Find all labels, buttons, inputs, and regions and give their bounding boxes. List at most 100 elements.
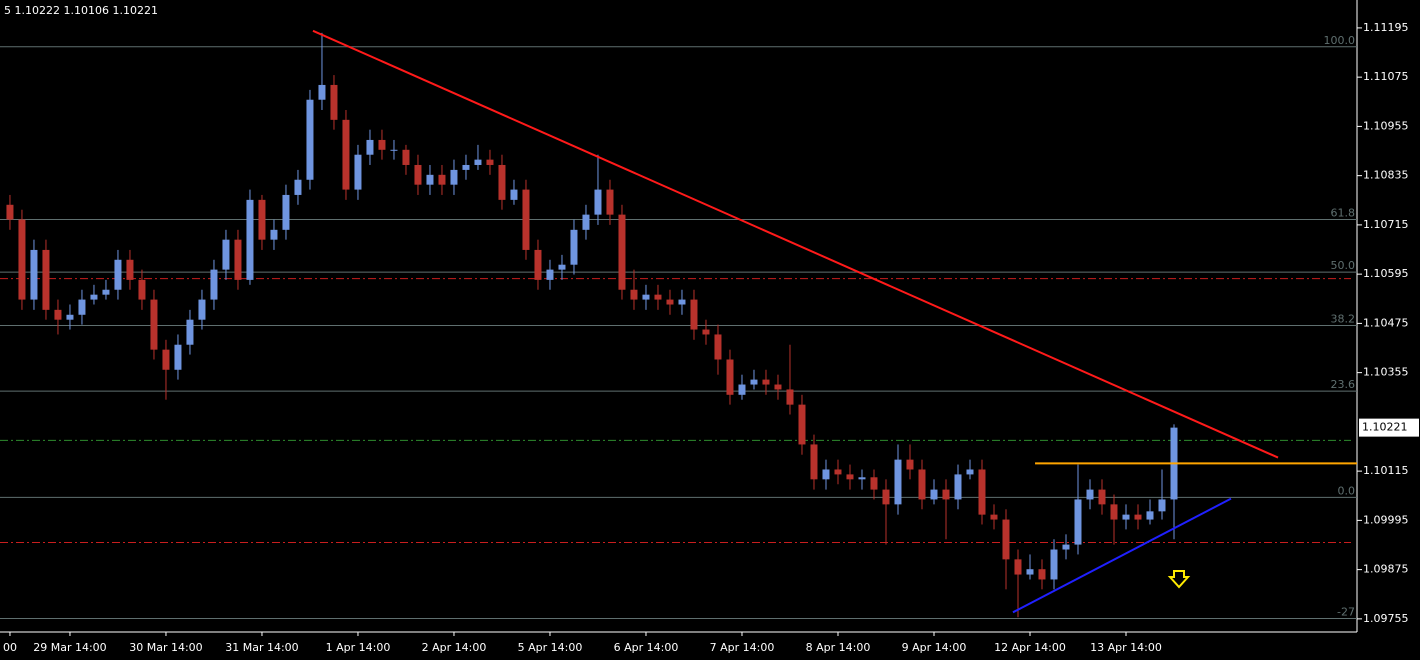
candle-body <box>390 149 398 151</box>
candle-body <box>174 344 182 370</box>
candle-body <box>810 444 818 480</box>
candle-body <box>66 314 74 320</box>
candle-body <box>78 299 86 315</box>
y-tick-label: 1.10355 <box>1363 366 1409 379</box>
candle-body <box>1074 499 1082 545</box>
candle-body <box>906 459 914 470</box>
fib-label: 0.0 <box>1338 484 1356 497</box>
candle-body <box>570 229 578 265</box>
candle-body <box>162 349 170 370</box>
candle-body <box>630 289 638 300</box>
candle-body <box>474 159 482 165</box>
y-tick-label: 1.10475 <box>1363 316 1409 329</box>
candle-body <box>258 199 266 240</box>
candle-body <box>198 299 206 320</box>
candle-body <box>6 204 14 220</box>
candle-body <box>738 384 746 395</box>
candle-body <box>366 139 374 155</box>
x-tick-label: 31 Mar 14:00 <box>225 641 298 654</box>
candle-body <box>1122 514 1130 520</box>
candle-body <box>966 469 974 475</box>
candle-body <box>318 84 326 100</box>
candle-body <box>222 239 230 270</box>
candle-body <box>654 294 662 300</box>
candle-body <box>990 514 998 520</box>
candle-body <box>186 319 194 345</box>
x-tick-label: 12 Apr 14:00 <box>994 641 1066 654</box>
candle-body <box>594 189 602 215</box>
y-tick-label: 1.10595 <box>1363 267 1409 280</box>
candle-body <box>534 249 542 280</box>
price-tag <box>1359 418 1419 437</box>
candle-body <box>1026 569 1034 575</box>
y-tick-label: 1.11195 <box>1363 21 1409 34</box>
candle-body <box>834 469 842 475</box>
candle-body <box>1158 499 1166 512</box>
candle-body <box>90 294 98 300</box>
candle-body <box>282 194 290 230</box>
candle-body <box>114 259 122 290</box>
trendline <box>312 29 1279 459</box>
candle-body <box>558 264 566 270</box>
candle-body <box>1146 511 1154 520</box>
candle-body <box>1134 514 1142 520</box>
y-tick-label: 1.09995 <box>1363 513 1409 526</box>
x-tick-label: 30 Mar 14:00 <box>129 641 202 654</box>
y-tick-label: 1.10715 <box>1363 218 1409 231</box>
candle-body <box>150 299 158 350</box>
candle-body <box>702 329 710 335</box>
candle-body <box>1062 544 1070 550</box>
candle-body <box>666 299 674 305</box>
candle-body <box>246 199 254 280</box>
y-tick-label: 1.09875 <box>1363 563 1409 576</box>
candle-body <box>642 294 650 300</box>
x-tick-label: 2 Apr 14:00 <box>422 641 487 654</box>
candle-body <box>618 214 626 290</box>
candle-body <box>306 99 314 180</box>
candle-body <box>714 334 722 360</box>
candle-body <box>1038 569 1046 580</box>
candle-body <box>354 154 362 190</box>
chart-header: 5 1.10222 1.10106 1.10221 <box>4 4 158 17</box>
candle-body <box>426 174 434 185</box>
candle-body <box>726 359 734 395</box>
candle-body <box>762 379 770 385</box>
candle-body <box>978 469 986 515</box>
fib-label: -27 <box>1337 605 1355 618</box>
candle-body <box>30 249 38 300</box>
candle-body <box>678 299 686 305</box>
x-tick-label: 9 Apr 14:00 <box>902 641 967 654</box>
fib-label: 100.0 <box>1324 34 1356 47</box>
candle-body <box>462 164 470 170</box>
price-tag-label: 1.10221 <box>1362 421 1408 434</box>
fib-label: 38.2 <box>1331 312 1356 325</box>
candle-body <box>942 489 950 500</box>
candle-body <box>42 249 50 310</box>
x-tick-label: 6 Apr 14:00 <box>614 641 679 654</box>
x-tick-label: 5 Apr 14:00 <box>518 641 583 654</box>
candle-body <box>522 189 530 250</box>
y-tick-label: 1.10115 <box>1363 464 1409 477</box>
candle-body <box>414 164 422 185</box>
candle-body <box>894 459 902 505</box>
candle-body <box>102 289 110 295</box>
candle-body <box>690 299 698 330</box>
candle-body <box>234 239 242 280</box>
candle-body <box>18 219 26 300</box>
candle-body <box>402 149 410 165</box>
candle-body <box>54 309 62 320</box>
x-tick-label: 29 Mar 14:00 <box>33 641 106 654</box>
candle-body <box>126 259 134 280</box>
candle-body <box>1086 489 1094 500</box>
candle-body <box>330 84 338 120</box>
y-tick-label: 1.11075 <box>1363 70 1409 83</box>
candle-body <box>498 164 506 200</box>
candle-body <box>1110 504 1118 520</box>
candle-body <box>882 489 890 505</box>
candle-body <box>378 139 386 150</box>
x-tick-label: 1 Apr 14:00 <box>326 641 391 654</box>
candle-body <box>930 489 938 500</box>
candle-body <box>822 469 830 480</box>
arrow-marker <box>1167 570 1191 589</box>
